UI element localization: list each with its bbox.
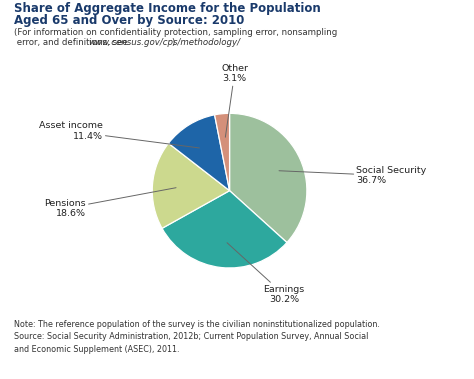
Text: Asset income
11.4%: Asset income 11.4%: [39, 122, 200, 148]
Text: error, and definitions, see: error, and definitions, see: [14, 38, 131, 47]
Wedge shape: [229, 113, 307, 243]
Text: Social Security
36.7%: Social Security 36.7%: [279, 166, 427, 185]
Wedge shape: [152, 143, 229, 228]
Text: Share of Aggregate Income for the Population: Share of Aggregate Income for the Popula…: [14, 2, 321, 15]
Wedge shape: [215, 113, 229, 191]
Text: Other
3.1%: Other 3.1%: [221, 64, 248, 137]
Wedge shape: [162, 191, 287, 268]
Text: ): ): [172, 38, 175, 47]
Text: Earnings
30.2%: Earnings 30.2%: [227, 243, 305, 304]
Text: Note: The reference population of the survey is the civilian noninstitutionalize: Note: The reference population of the su…: [14, 320, 380, 329]
Text: and Economic Supplement (ASEC), 2011.: and Economic Supplement (ASEC), 2011.: [14, 345, 180, 354]
Wedge shape: [168, 115, 229, 191]
Text: Aged 65 and Over by Source: 2010: Aged 65 and Over by Source: 2010: [14, 14, 245, 27]
Text: (For information on confidentiality protection, sampling error, nonsampling: (For information on confidentiality prot…: [14, 28, 337, 38]
Text: Source: Social Security Administration, 2012b; Current Population Survey, Annual: Source: Social Security Administration, …: [14, 332, 369, 341]
Text: www.census.gov/cps/methodology/: www.census.gov/cps/methodology/: [89, 38, 241, 47]
Text: Pensions
18.6%: Pensions 18.6%: [44, 188, 176, 218]
